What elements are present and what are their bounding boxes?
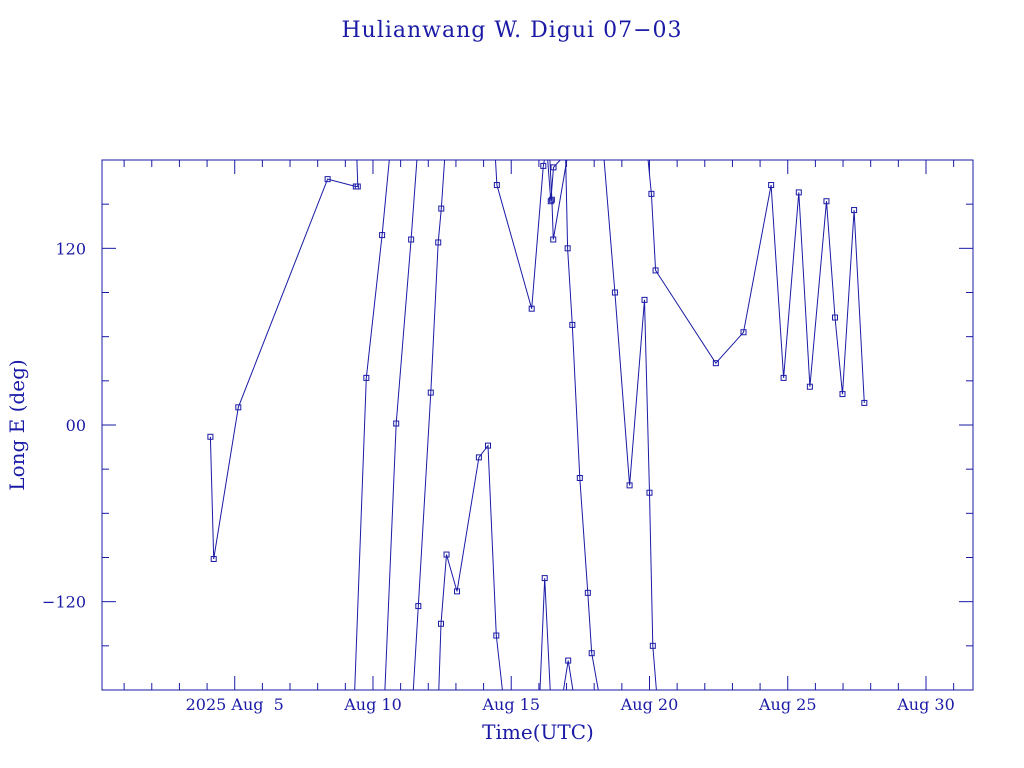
data-point [528,305,535,312]
data-point [861,399,868,406]
data-point [641,296,648,303]
data-point [438,205,445,212]
data-point [235,404,242,411]
data-point [648,190,655,197]
data-point [795,189,802,196]
data-point [443,551,450,558]
data-point [493,182,500,189]
series-line-10 [565,159,599,691]
data-point [393,420,400,427]
data-point [740,329,747,336]
x-tick-label: Aug 30 [896,695,955,714]
data-point [427,389,434,396]
y-tick-label: −120 [42,593,86,612]
x-tick-label: 2025 Aug 5 [186,695,284,714]
x-tick-label: Aug 15 [481,695,540,714]
data-point [541,575,548,582]
y-tick-label: 120 [55,239,86,258]
series-line-12 [647,159,865,403]
x-axis-label: Time(UTC) [482,720,594,744]
x-tick-label: Aug 20 [620,695,679,714]
data-point [207,433,214,440]
series-line-11 [589,159,657,691]
series-line-8 [539,578,558,691]
data-point [823,198,830,205]
data-point [768,182,775,189]
data-point [415,603,422,610]
series-line-2 [384,159,418,691]
data-points [207,162,868,664]
data-point [588,650,595,657]
y-axis-label: Long E (deg) [5,359,29,490]
data-point [454,588,461,595]
x-tick-labels: 2025 Aug 5 Aug 10 Aug 15 Aug 20 Aug 25 Aug 30 [186,695,955,714]
data-point [354,183,361,190]
data-point [379,232,386,239]
data-point [565,657,572,664]
data-point [712,360,719,367]
series-line-0 [209,159,359,560]
data-point [540,162,547,169]
data-point [839,391,846,398]
series-line-5 [547,159,561,202]
data-point [569,321,576,328]
data-point [493,632,500,639]
data-point [548,196,555,203]
x-tick-label: Aug 25 [758,695,817,714]
data-point [550,164,557,171]
data-point [437,620,444,627]
series-line-4 [495,159,545,309]
data-point [832,314,839,321]
series-line-9 [563,660,574,691]
data-point [564,245,571,252]
chart-title: Hulianwang W. Digui 07−03 [341,18,682,43]
data-point [851,207,858,214]
data-point [626,482,633,489]
data-point [611,289,618,296]
data-point [550,236,557,243]
data-point [649,642,656,649]
y-tick-label: 00 [66,416,86,435]
series-line-6 [549,159,568,240]
axis-ticks [102,160,973,690]
data-point [210,555,217,562]
x-tick-label: Aug 10 [343,695,402,714]
data-point [806,383,813,390]
data-point [652,267,659,274]
series-line-3 [411,159,446,691]
data-point [576,475,583,481]
series-line-7 [437,444,522,691]
data-point [475,454,482,461]
data-point [780,374,787,381]
data-point [547,198,554,205]
series-line-1 [354,159,390,691]
data-point [363,374,370,381]
y-tick-labels: 120 00 −120 [42,239,86,611]
data-point [584,589,591,596]
data-point [435,239,442,246]
series-lines [209,159,865,691]
data-point [646,489,653,496]
data-point [485,442,492,449]
data-point [408,236,415,243]
data-point [324,176,331,183]
